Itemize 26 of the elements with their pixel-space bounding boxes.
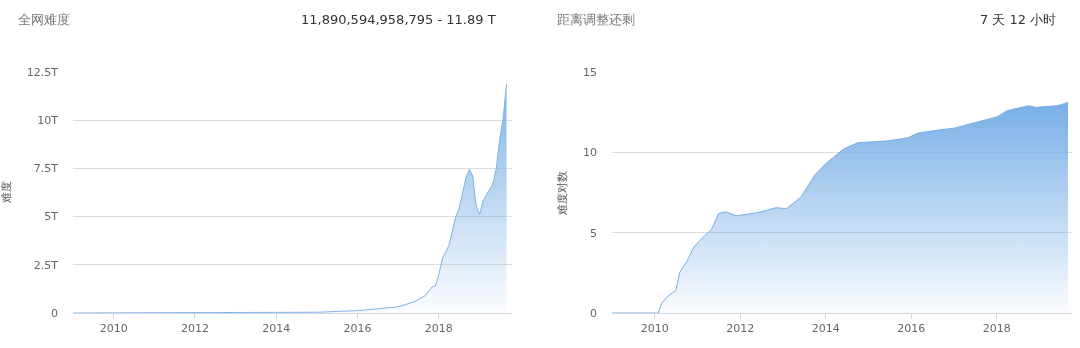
x-tick-label: 2012 bbox=[180, 322, 209, 336]
x-tick-label: 2012 bbox=[726, 322, 755, 336]
y-tick-label: 7.5T bbox=[33, 162, 59, 176]
y-tick-label: 15 bbox=[583, 65, 597, 79]
y-tick-label: 10 bbox=[583, 146, 597, 160]
x-tick-label: 2018 bbox=[424, 322, 453, 336]
x-tick-label: 2010 bbox=[99, 322, 128, 336]
y-tick-label: 10T bbox=[37, 114, 59, 128]
chart-title: 距离调整还剩 bbox=[557, 12, 635, 27]
x-tick-label: 2014 bbox=[811, 322, 840, 336]
text: 7 天 12 小时 bbox=[980, 12, 1057, 27]
chart-title: 全网难度 bbox=[18, 12, 70, 27]
y-tick-label: 2.5T bbox=[33, 258, 59, 272]
x-tick-label: 2018 bbox=[982, 322, 1011, 336]
x-tick-label: 2010 bbox=[640, 322, 669, 336]
y-tick-label: 0 bbox=[590, 306, 597, 320]
y-axis-title: 难度 bbox=[0, 181, 13, 204]
x-tick-label: 2016 bbox=[897, 322, 926, 336]
y-tick-label: 0 bbox=[51, 306, 58, 320]
y-tick-label: 12.5T bbox=[26, 65, 59, 79]
text: 11,890,594,958,795 - 11.89 T bbox=[301, 12, 496, 27]
y-axis-title: 难度对数 bbox=[555, 170, 569, 215]
x-tick-label: 2014 bbox=[262, 322, 291, 336]
y-tick-label: 5T bbox=[44, 210, 59, 224]
x-tick-label: 2016 bbox=[343, 322, 372, 336]
y-tick-label: 5 bbox=[590, 226, 597, 240]
